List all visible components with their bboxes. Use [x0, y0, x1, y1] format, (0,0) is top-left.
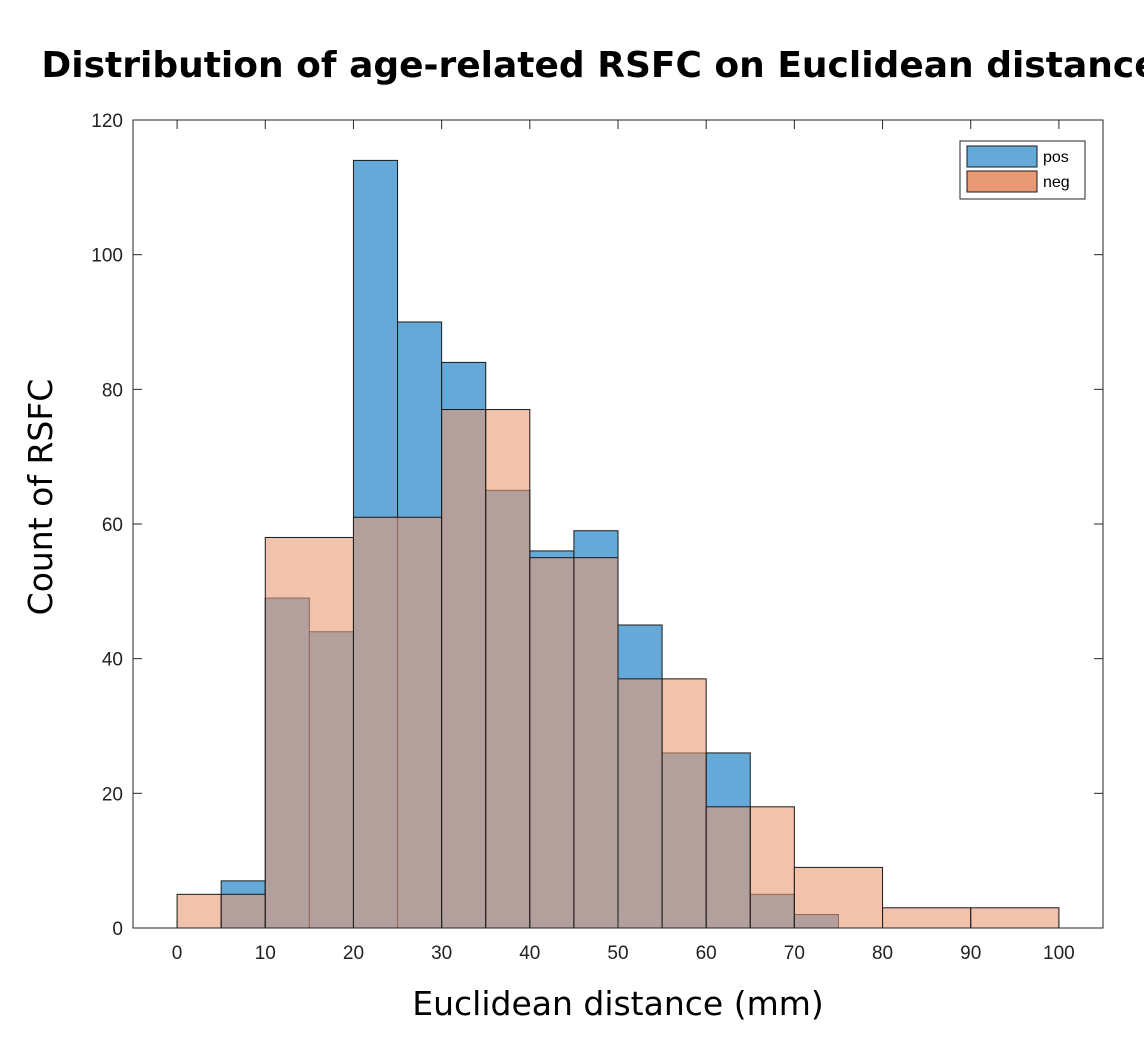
legend: pos neg	[959, 140, 1086, 200]
x-tick-label-9: 90	[960, 943, 981, 964]
legend-swatch-pos	[966, 145, 1038, 168]
y-tick-label-4: 80	[102, 380, 123, 401]
chart-title: Distribution of age-related RSFC on Eucl…	[41, 45, 1144, 86]
x-tick-label-6: 60	[696, 943, 717, 964]
bar-neg-9	[661, 678, 707, 929]
bar-neg-12	[793, 866, 884, 929]
y-tick-label-3: 60	[102, 515, 123, 536]
bar-neg-1	[220, 893, 266, 929]
x-tick-label-5: 50	[607, 943, 628, 964]
axes-layer: 0 10 20 30 40 50 60 70 80 90 100 0 20 40 60 80 100 120	[91, 111, 1104, 964]
x-tick-label-3: 30	[431, 943, 452, 964]
x-tick-label-0: 0	[172, 943, 183, 964]
bar-neg-4	[441, 409, 487, 929]
x-axis-label: Euclidean distance (mm)	[412, 984, 824, 1023]
bars-layer	[176, 159, 1060, 929]
bar-neg-13	[882, 907, 972, 929]
x-tick-label-10: 100	[1043, 943, 1075, 964]
y-axis-label: Count of RSFC	[21, 379, 60, 616]
bar-neg-14	[970, 907, 1060, 929]
x-tick-label-1: 10	[255, 943, 276, 964]
bar-neg-6	[529, 557, 575, 929]
bar-neg-3	[352, 516, 443, 929]
legend-label-pos: pos	[1043, 149, 1069, 166]
bar-neg-10	[705, 806, 751, 929]
x-tick-label-8: 80	[872, 943, 893, 964]
bar-neg-7	[573, 557, 619, 929]
y-tick-label-5: 100	[91, 246, 123, 267]
y-tick-label-2: 40	[102, 650, 123, 671]
y-tick-label-6: 120	[91, 111, 123, 132]
x-tick-label-2: 20	[343, 943, 364, 964]
y-tick-label-0: 0	[112, 919, 123, 940]
bar-neg-0	[176, 893, 222, 929]
legend-label-neg: neg	[1043, 174, 1070, 191]
bar-neg-8	[617, 678, 663, 929]
bar-neg-2	[264, 536, 354, 929]
bar-neg-11	[749, 806, 795, 929]
x-tick-label-4: 40	[519, 943, 540, 964]
bar-neg-5	[485, 409, 531, 929]
x-tick-label-7: 70	[784, 943, 805, 964]
legend-swatch-neg	[966, 170, 1038, 193]
y-tick-label-1: 20	[102, 784, 123, 805]
